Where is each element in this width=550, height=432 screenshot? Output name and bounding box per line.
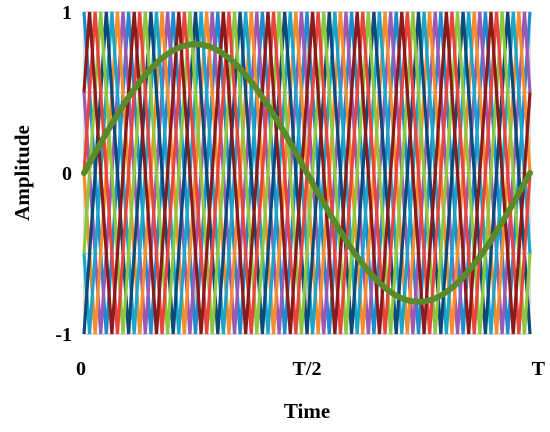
y-tick-label: 1: [62, 2, 72, 24]
x-tick-label: 0: [76, 358, 86, 380]
modulating-series-group: [81, 41, 533, 305]
x-tick-label: T: [532, 358, 546, 380]
carrier-series-5: [82, 11, 532, 335]
carrier-series-1: [82, 11, 532, 335]
x-tick-label: T/2: [293, 358, 322, 380]
modulating-series-1: [81, 41, 533, 305]
carrier-series-6: [82, 11, 532, 335]
y-axis-label: Amplitude: [10, 125, 34, 221]
tick-labels: 10-10 T/2 T: [55, 2, 545, 380]
x-axis-label: Time: [284, 399, 330, 423]
y-tick-label: 0: [62, 163, 72, 185]
carrier-series-8: [82, 11, 532, 335]
y-tick-label: -1: [55, 324, 72, 346]
